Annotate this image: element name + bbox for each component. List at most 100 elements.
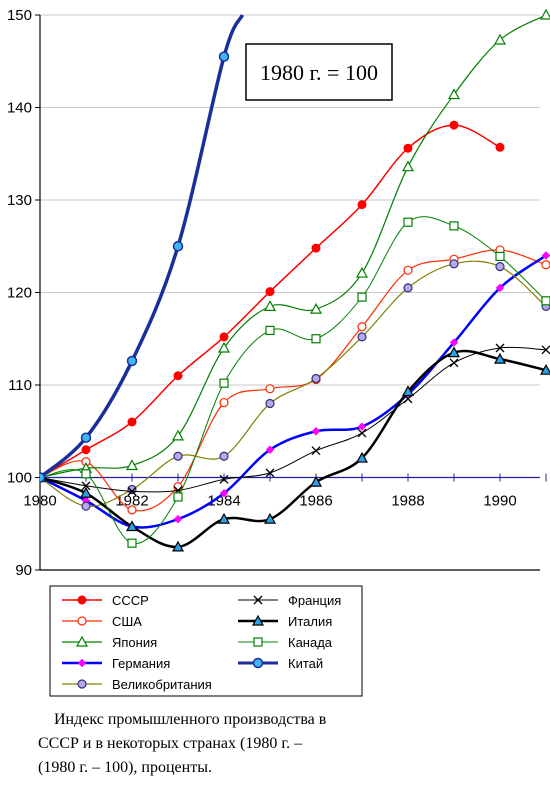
series-line [40,14,245,479]
series-Канада [40,216,550,548]
data-point [265,384,275,394]
data-point [403,394,413,404]
x-tick-label: 1984 [207,493,240,510]
series-СССР [40,120,505,482]
annotation: 1980 г. = 100 [245,43,393,101]
data-point [357,200,367,210]
legend-item: Китай [238,656,323,671]
series-line [40,349,547,549]
data-point [401,160,415,172]
data-point [357,292,367,302]
data-point [77,679,87,689]
annotation-box [245,43,393,101]
data-point [219,451,229,461]
series-line [40,260,547,507]
legend-label: Япония [112,635,157,650]
data-point [127,417,137,427]
data-point [173,451,183,461]
data-point [75,635,89,647]
data-point [251,614,265,626]
data-point [81,481,91,491]
legend-item: Франция [238,593,341,608]
series-lines [40,8,550,552]
legend-item: Великобритания [62,677,212,692]
x-tick-label: 1988 [391,493,424,510]
data-point [311,243,321,253]
data-point [449,259,459,269]
data-point [449,120,459,130]
legend-label: Италия [288,614,332,629]
data-point [447,346,461,358]
data-point [539,363,550,375]
data-point [449,221,459,231]
y-tick-label: 130 [7,192,32,209]
data-point [171,429,185,441]
data-point [403,283,413,293]
data-point [265,325,275,336]
data-point [495,262,505,272]
data-point [401,385,415,397]
data-point [173,371,183,381]
legend-box [49,585,363,697]
legend-label: Великобритания [112,677,212,692]
data-point [40,472,46,483]
x-tick-label: 1986 [299,493,332,510]
data-point [495,142,505,152]
data-point [171,540,185,552]
data-point [81,469,91,479]
data-point [125,459,139,471]
data-point [127,484,137,495]
data-point [311,334,321,344]
data-point [265,445,275,454]
legend-label: Франция [288,593,341,608]
data-point [449,338,459,347]
data-point [265,468,275,478]
x-tick-label: 1980 [23,493,56,510]
data-point [172,241,184,252]
data-point [495,283,505,293]
data-point [357,332,367,342]
data-point [541,345,550,355]
data-point [252,657,264,669]
data-point [173,514,183,524]
data-point [541,251,550,260]
data-point [219,397,229,408]
data-point [219,332,229,342]
data-point [253,637,263,647]
data-point [80,432,92,443]
data-point [219,378,229,388]
data-point [173,492,183,502]
legend-label: Китай [288,656,323,671]
series-Китай [40,14,245,483]
data-point [126,355,138,367]
data-point [311,373,321,384]
data-point [541,296,550,306]
series-Италия [40,346,550,552]
legend: СССР Франция США Италия Япония Канада Германия… [49,585,363,697]
legend-item: Италия [238,614,332,629]
data-point [495,251,505,262]
data-point [449,358,459,368]
series-Германия [40,251,550,531]
data-point [355,266,369,278]
data-point [79,486,93,498]
series-line [40,346,547,493]
legend-label: СССР [112,593,149,608]
legend-label: Канада [288,635,333,650]
caption-line: (1980 г. – 100), проценты. [38,759,212,776]
series-США [40,245,550,515]
annotation-text: 1980 г. = 100 [260,60,378,85]
y-tick-label: 90 [15,562,32,579]
data-point [127,538,137,548]
y-tick-label: 100 [7,470,32,487]
series-line [40,249,547,512]
legend-label: Германия [112,656,170,671]
data-point [219,474,229,484]
data-point [355,451,369,463]
data-point [253,595,263,605]
legend-item: Канада [238,635,333,650]
data-point [81,501,91,511]
data-point [495,343,505,353]
y-tick-label: 150 [7,7,32,24]
legend-item: Япония [62,635,157,650]
